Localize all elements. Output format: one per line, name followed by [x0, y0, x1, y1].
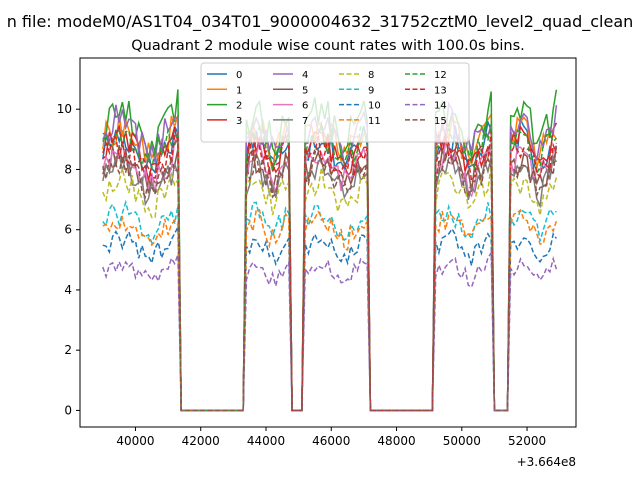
legend-label: 10 [368, 101, 381, 112]
x-axis: 40000 42000 44000 46000 48000 50000 52000 [116, 427, 546, 448]
y-axis: 0 2 4 6 8 10 [57, 102, 80, 417]
legend-label: 11 [368, 116, 381, 127]
legend-label: 13 [434, 85, 447, 96]
series-line-8 [102, 164, 558, 412]
x-tick-label: 46000 [312, 434, 350, 448]
x-tick-label: 50000 [443, 434, 481, 448]
y-tick-label: 6 [64, 223, 72, 237]
legend-label: 6 [302, 101, 308, 112]
legend-label: 2 [236, 101, 242, 112]
x-tick-label: 40000 [116, 434, 154, 448]
series-line-10 [102, 224, 558, 412]
legend-label: 15 [434, 116, 447, 127]
figure-suptitle: n file: modeM0/AS1T04_034T01_9000004632_… [7, 12, 634, 32]
legend-frame [200, 62, 470, 143]
y-tick-label: 2 [64, 343, 72, 357]
legend-label: 8 [368, 70, 374, 81]
legend-label: 1 [236, 85, 242, 96]
x-tick-label: 42000 [182, 434, 220, 448]
series-line-14 [102, 250, 558, 412]
legend-label: 7 [302, 116, 308, 127]
legend-label: 9 [368, 85, 374, 96]
legend-label: 12 [434, 70, 447, 81]
legend-label: 4 [302, 70, 308, 81]
axes-frame [79, 57, 577, 428]
legend-label: 0 [236, 70, 242, 81]
series-line-11 [102, 208, 558, 412]
series-line-7 [102, 152, 558, 412]
x-tick-label: 52000 [508, 434, 546, 448]
y-tick-label: 0 [64, 403, 72, 417]
y-tick-label: 10 [57, 102, 72, 116]
legend-label: 3 [236, 116, 242, 127]
x-tick-label: 44000 [247, 434, 285, 448]
x-offset-label: +3.664e8 [517, 455, 576, 469]
chart-title: Quadrant 2 module wise count rates with … [131, 38, 525, 54]
legend-label: 14 [434, 101, 447, 112]
x-tick-label: 48000 [377, 434, 415, 448]
legend-label: 5 [302, 85, 308, 96]
y-tick-label: 4 [64, 283, 72, 297]
y-tick-label: 8 [64, 162, 72, 176]
